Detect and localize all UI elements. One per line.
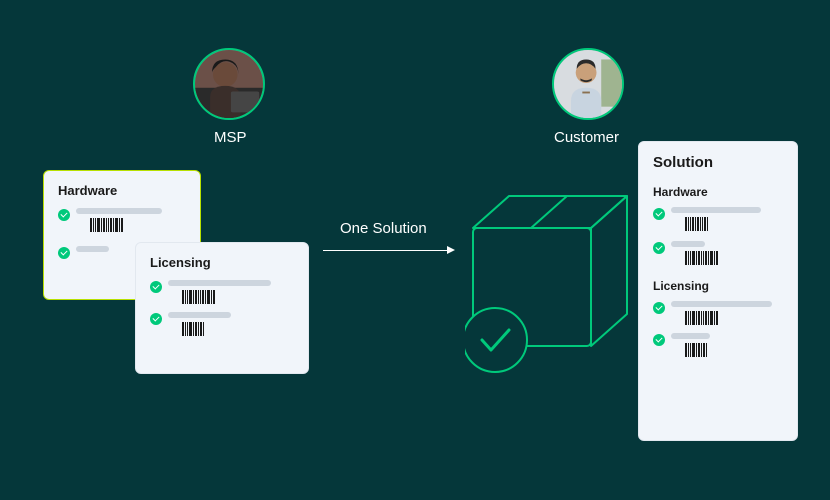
avatar-illustration [554,50,622,118]
list-item [653,207,783,231]
barcode-icon [685,251,733,265]
card-title: Hardware [58,183,186,198]
msp-avatar [193,48,265,120]
placeholder-bar [76,208,162,214]
placeholder-bar [671,333,710,339]
list-item [58,208,186,232]
list-item [653,241,783,265]
placeholder-bar [168,280,271,286]
barcode-icon [182,322,216,336]
barcode-icon [685,343,719,357]
check-icon [58,209,70,221]
check-icon [653,334,665,346]
list-item [150,312,294,336]
package-box-icon [465,190,640,385]
placeholder-bar [76,246,109,252]
barcode-icon [182,290,230,304]
card-title: Licensing [150,255,294,270]
list-item [653,301,783,325]
avatar-illustration [195,50,263,118]
solution-card: Solution Hardware Licensing [638,141,798,441]
placeholder-bar [671,241,705,247]
check-icon [150,313,162,325]
arrow-line [323,250,449,251]
check-icon [653,242,665,254]
arrow-head-icon [447,246,455,254]
placeholder-bar [168,312,231,318]
check-icon [653,302,665,314]
msp-label: MSP [214,129,247,146]
section-title: Licensing [653,279,783,293]
barcode-icon [685,311,733,325]
list-item [653,333,783,357]
check-icon [653,208,665,220]
msp-licensing-card: Licensing [135,242,309,374]
check-icon [58,247,70,259]
customer-label: Customer [554,129,619,146]
placeholder-bar [671,301,772,307]
arrow-label: One Solution [340,220,427,237]
barcode-icon [90,218,138,232]
customer-avatar [552,48,624,120]
list-item [150,280,294,304]
section-title: Hardware [653,185,783,199]
check-icon [150,281,162,293]
placeholder-bar [671,207,761,213]
barcode-icon [685,217,721,231]
card-title: Solution [653,154,783,171]
